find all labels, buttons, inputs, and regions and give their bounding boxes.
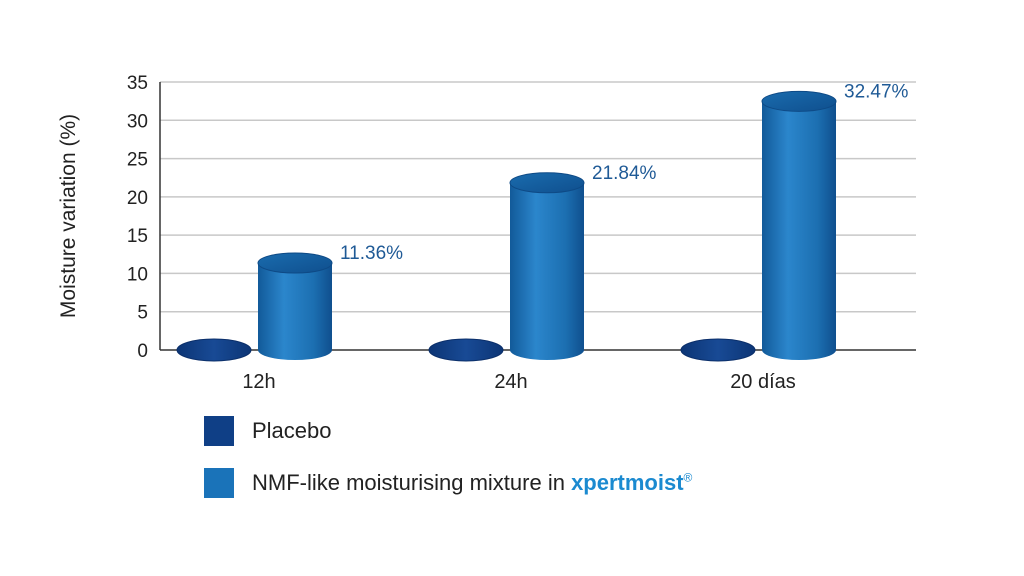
bar-nmf xyxy=(761,90,837,361)
legend-label-nmf: NMF-like moisturising mixture in xpertmo… xyxy=(252,470,692,496)
bar-nmf xyxy=(257,252,333,360)
legend-label-nmf-text: NMF-like moisturising mixture in xyxy=(252,470,572,495)
legend-item-nmf: NMF-like moisturising mixture in xpertmo… xyxy=(204,466,692,500)
legend-label-placebo: Placebo xyxy=(252,418,332,443)
y-tick-label: 35 xyxy=(127,73,148,94)
axes: 0 5 10 15 20 25 30 35 Moisture variation (%) xyxy=(57,73,916,362)
bars xyxy=(176,90,837,362)
legend-item-placebo: Placebo xyxy=(204,414,692,448)
y-tick-label: 15 xyxy=(127,226,148,247)
legend: Placebo NMF-like moisturising mixture in… xyxy=(204,414,692,518)
bar-nmf xyxy=(509,172,585,360)
legend-swatch-nmf xyxy=(204,468,234,498)
x-category-label: 12h xyxy=(242,371,275,393)
labels: 11.36% 12h 21.84% 24h 32.47% 20 días xyxy=(242,81,908,393)
moisture-chart: 0 5 10 15 20 25 30 35 Moisture variation (%) 11.… xyxy=(57,73,916,393)
bar-nmf-body xyxy=(258,263,332,360)
bar-nmf-top xyxy=(509,172,585,194)
brand-name: xpertmoist xyxy=(571,470,684,495)
y-tick-label: 0 xyxy=(137,341,148,362)
legend-swatch-placebo xyxy=(204,416,234,446)
bar-nmf-body xyxy=(510,182,584,360)
y-axis-title: Moisture variation (%) xyxy=(57,114,80,318)
x-category-label: 24h xyxy=(494,371,527,393)
data-label: 11.36% xyxy=(340,243,403,264)
bar-placebo xyxy=(176,338,252,362)
y-tick-label: 30 xyxy=(127,111,148,132)
bar-placebo xyxy=(428,338,504,362)
x-category-label: 20 días xyxy=(730,371,796,393)
y-tick-label: 10 xyxy=(127,264,148,285)
bar-nmf-body xyxy=(762,101,836,361)
data-label: 21.84% xyxy=(592,163,657,184)
bar-nmf-top xyxy=(257,252,333,274)
bar-nmf-top xyxy=(761,90,837,112)
y-tick-label: 20 xyxy=(127,188,148,209)
y-tick-label: 5 xyxy=(137,303,148,324)
brand-registered-mark: ® xyxy=(683,470,693,485)
y-tick-label: 25 xyxy=(127,150,148,171)
data-label: 32.47% xyxy=(844,81,909,102)
bar-placebo xyxy=(680,338,756,362)
